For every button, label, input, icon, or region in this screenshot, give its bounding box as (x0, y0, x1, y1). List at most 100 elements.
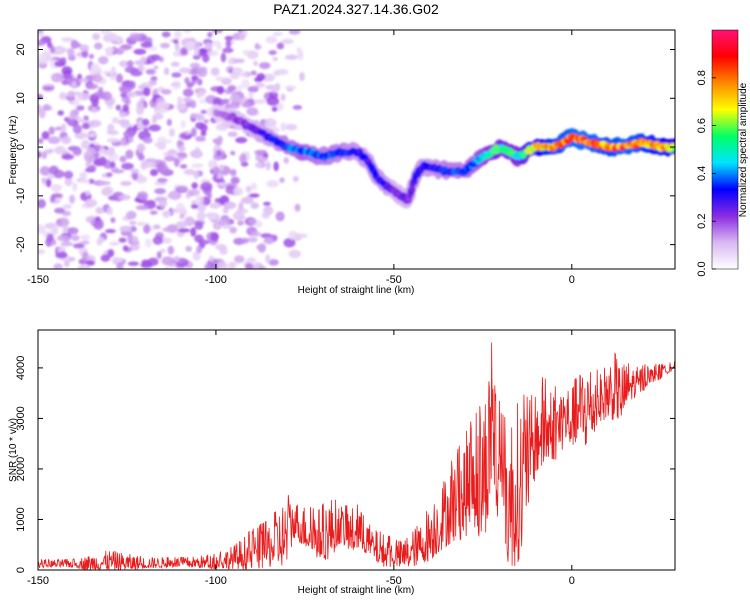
spectrogram-noise-blob (136, 191, 149, 201)
spectrogram-noise-blob (285, 54, 298, 60)
spectrogram-noise-blob (177, 96, 183, 106)
spectrogram-noise-blob (109, 241, 120, 246)
colorbar-tick-label: 0.8 (696, 70, 708, 85)
spectrogram-noise-blob (162, 227, 174, 233)
spectrogram-noise-blob (133, 48, 147, 55)
spectrogram-noise-blob (245, 263, 254, 269)
spectrogram-noise-blob (85, 161, 91, 167)
spectrogram-noise-blob (106, 138, 120, 143)
spectrogram-noise-blob (261, 211, 271, 219)
snr-x-tick-label: -100 (205, 575, 227, 587)
spectrogram-noise-blob (77, 264, 91, 269)
spectrogram-noise-blob (85, 190, 91, 196)
snr-x-label: Height of straight line (km) (298, 585, 415, 596)
spectrogram-noise-blob (62, 224, 69, 232)
spectrogram-noise-blob (231, 67, 243, 75)
spectrogram-noise-blob (195, 195, 204, 205)
spectrogram-noise-blob (115, 104, 122, 111)
spectrogram-noise-blob (246, 257, 257, 264)
spectrogram-noise-blob (144, 238, 152, 248)
spectrogram-noise-blob (230, 176, 240, 185)
spectrogram-noise-blob (246, 107, 259, 116)
spectrogram-noise-blob (60, 241, 74, 247)
spectrogram-noise-blob (215, 76, 224, 81)
spectrogram-noise-blob (166, 118, 172, 127)
spectrogram-noise-blob (218, 164, 225, 172)
snr-y-tick-label: 0 (15, 567, 27, 573)
spectrogram-noise-blob (189, 62, 201, 69)
snr-frame (37, 329, 676, 571)
spectrogram-noise-blob (94, 91, 105, 96)
spectrogram-noise-blob (71, 80, 77, 90)
spectrogram-noise-blob (232, 211, 245, 221)
spectrogram-noise-blob (38, 103, 42, 114)
spectrogram-noise-blob (191, 182, 198, 190)
spectrogram-noise-blob (118, 60, 129, 68)
spectrogram-noise-blob (64, 176, 73, 187)
spectrogram-noise-blob (160, 139, 173, 144)
spectrogram-noise-blob (271, 106, 278, 112)
spectrogram-noise-blob (99, 146, 106, 156)
spectrogram-noise-blob (156, 101, 170, 111)
spectrogram-noise-blob (106, 206, 113, 216)
spectrogram-noise-blob (190, 204, 199, 209)
spectrogram-noise-blob (227, 57, 238, 65)
spectrogram-noise-blob (111, 169, 125, 174)
spectrogram-noise-blob (162, 210, 170, 219)
spectrogram-noise-blob (204, 42, 212, 51)
spectrogram-noise-blob (248, 91, 254, 101)
spectrogram-noise-blob (170, 61, 180, 67)
chart-title: PAZ1.2024.327.14.36.G02 (273, 1, 439, 17)
spectrogram-noise-blob (51, 193, 64, 198)
spectrogram-noise-blob (210, 232, 219, 242)
spectrogram-noise-blob (122, 104, 130, 112)
spectrogram-noise-blob (63, 260, 70, 268)
spectrogram-noise-blob (259, 62, 271, 70)
spectrogram-noise-blob (84, 154, 95, 163)
spectrogram-marks (38, 30, 675, 269)
spectrogram-noise-blob (216, 172, 223, 179)
spectrogram-noise-blob (194, 234, 204, 243)
spectrogram-noise-blob (206, 50, 219, 57)
spectrogram-noise-blob (265, 161, 271, 171)
spectrogram-noise-blob (173, 158, 180, 167)
spectrogram-noise-blob (129, 243, 140, 251)
snr-y-label: SNR (10 * v/v) (8, 418, 19, 482)
spectrogram-noise-blob (285, 85, 297, 90)
spectrogram-noise-blob (246, 236, 258, 243)
spectrogram-noise-blob (114, 257, 125, 263)
colorbar-tick-label: 0.2 (696, 214, 708, 229)
spectrogram-noise-blob (263, 201, 271, 206)
spectrogram-noise-blob (248, 193, 260, 198)
spectrogram-noise-blob (80, 179, 91, 184)
spectrogram-noise-blob (70, 39, 79, 49)
spectrogram-noise-blob (92, 33, 101, 41)
spectrogram-noise-blob (79, 44, 90, 52)
spectrogram-noise-blob (54, 207, 66, 214)
spectrogram-noise-blob (152, 113, 164, 120)
spectrogram-noise-blob (156, 142, 167, 150)
spectrogram-noise-blob (250, 231, 262, 237)
spectrogram-noise-blob (200, 109, 208, 115)
spectrogram-noise-blob (178, 186, 189, 191)
spectrogram-noise-blob (110, 161, 116, 168)
spectrogram-noise-blob (241, 237, 249, 244)
spectrogram-noise-blob (229, 226, 237, 234)
spectrogram-noise-blob (227, 85, 237, 92)
spectrogram-noise-blob (294, 203, 301, 212)
spectrogram-noise-blob (38, 138, 44, 144)
spectrogram-noise-blob (92, 73, 103, 83)
spectrogram-noise-blob (236, 84, 243, 92)
spectrogram-noise-blob (292, 105, 303, 110)
spectrogram-noise-blob (247, 218, 257, 225)
spectrogram-noise-blob (61, 79, 70, 86)
spectrogram-noise-blob (57, 110, 65, 116)
spectrogram-noise-blob (38, 248, 46, 255)
spectrogram-noise-blob (53, 263, 63, 269)
spectrogram-noise-blob (200, 130, 207, 137)
spectrogram-noise-blob (196, 211, 206, 221)
spectrogram-noise-blob (254, 149, 268, 156)
spectrogram-noise-blob (77, 78, 89, 83)
spectrogram-noise-blob (185, 192, 191, 200)
spectrogram-noise-blob (156, 251, 162, 260)
